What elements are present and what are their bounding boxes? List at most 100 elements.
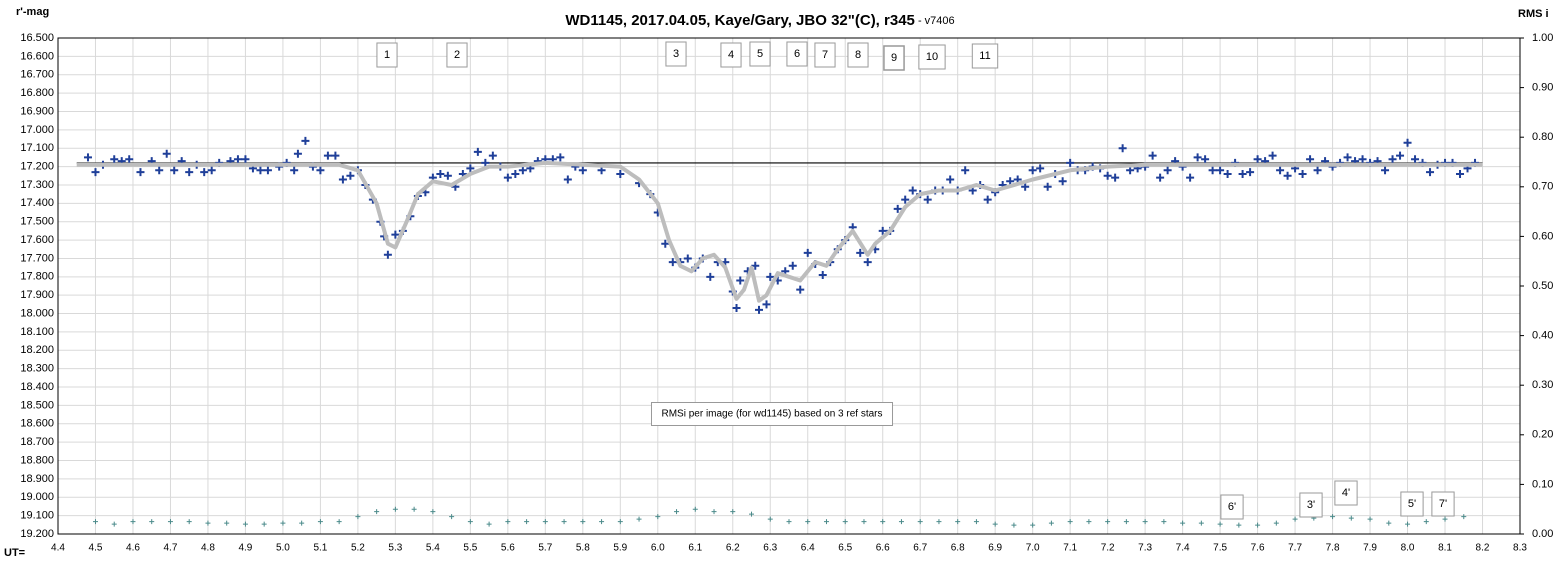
x-axis-label: UT= (4, 547, 25, 559)
data-point (355, 514, 361, 520)
x-tick-label: 5.5 (463, 543, 477, 554)
x-tick-label: 7.1 (1063, 543, 1077, 554)
x-tick-label: 4.4 (51, 543, 65, 554)
data-point (762, 300, 771, 309)
data-point (336, 519, 342, 525)
data-point (256, 166, 265, 175)
data-point (706, 272, 715, 281)
annotation-box (1299, 492, 1323, 518)
y-tick-label: 17.600 (20, 234, 54, 246)
x-tick-label: 5.7 (538, 543, 552, 554)
data-point (730, 509, 736, 515)
data-point (323, 151, 332, 160)
annotation: 1 (376, 42, 398, 68)
data-point (1343, 153, 1352, 162)
data-point (1348, 515, 1354, 521)
x-tick-label: 5.0 (276, 543, 290, 554)
x-tick-label: 6.5 (838, 543, 852, 554)
data-point (1292, 516, 1298, 522)
y2-tick-label: 0.40 (1532, 330, 1553, 342)
data-point (766, 272, 775, 281)
annotation-text: 3 (673, 48, 679, 60)
data-point (91, 168, 100, 177)
data-point (338, 175, 347, 184)
annotation-text: 5 (757, 48, 763, 60)
data-point (1086, 519, 1092, 525)
data-point (856, 248, 865, 257)
data-point (1011, 522, 1017, 528)
y-tick-label: 17.900 (20, 289, 54, 301)
annotation-text: 6 (794, 48, 800, 60)
annotation-text: 4 (728, 49, 734, 61)
data-point (1163, 166, 1172, 175)
data-point (893, 204, 902, 213)
y2-tick-label: 0.70 (1532, 181, 1553, 193)
y-tick-label: 18.500 (20, 399, 54, 411)
data-point (1456, 169, 1465, 178)
data-point (1403, 138, 1412, 147)
data-point (346, 171, 355, 180)
annotation-box (847, 42, 869, 68)
plot-frame (57, 37, 1521, 535)
data-point (473, 147, 482, 156)
annotation-box (1220, 494, 1244, 520)
data-point (751, 261, 760, 270)
data-point (992, 521, 998, 527)
x-tick-label: 4.5 (89, 543, 103, 554)
x-tick-label: 4.9 (238, 543, 252, 554)
annotation-text: 6' (1228, 501, 1236, 513)
data-point (805, 519, 811, 525)
data-point (803, 248, 812, 257)
y-tick-label: 17.700 (20, 252, 54, 264)
y-tick-label: 17.800 (20, 271, 54, 283)
data-point (878, 226, 887, 235)
x-tick-label: 4.6 (126, 543, 140, 554)
x-tick-label: 5.1 (313, 543, 327, 554)
x-tick-label: 7.4 (1176, 543, 1190, 554)
annotation-box (1431, 491, 1455, 517)
data-point (233, 155, 242, 164)
data-point (1028, 166, 1037, 175)
data-point (466, 164, 475, 173)
data-point (732, 304, 741, 313)
y-tick-label: 19.100 (20, 510, 54, 522)
data-point (788, 261, 797, 270)
data-point (1255, 522, 1261, 528)
data-point (1216, 166, 1225, 175)
data-point (1006, 177, 1015, 186)
data-point (668, 258, 677, 267)
data-point (736, 276, 745, 285)
y-tick-label: 18.400 (20, 381, 54, 393)
data-point (1461, 514, 1467, 520)
x-tick-label: 5.8 (576, 543, 590, 554)
data-point (391, 230, 400, 239)
data-point (1148, 151, 1157, 160)
y-tick-label: 18.200 (20, 344, 54, 356)
data-point (488, 151, 497, 160)
data-point (167, 519, 173, 525)
chart-title: WD1145, 2017.04.05, Kaye/Gary, JBO 32"(C… (565, 12, 954, 29)
data-point (863, 258, 872, 267)
data-point (1313, 166, 1322, 175)
data-point (578, 166, 587, 175)
y-tick-label: 16.500 (20, 32, 54, 44)
annotation-text: 2 (454, 49, 460, 61)
y-tick-label: 18.600 (20, 418, 54, 430)
y-tick-label: 17.200 (20, 160, 54, 172)
data-point (1386, 520, 1392, 526)
data-point (486, 521, 492, 527)
data-point (524, 519, 530, 525)
x-tick-label: 7.8 (1326, 543, 1340, 554)
data-point (1367, 516, 1373, 522)
data-point (293, 149, 302, 158)
data-point (661, 239, 670, 248)
data-point (411, 506, 417, 512)
x-tick-label: 6.4 (801, 543, 815, 554)
annotation-box (665, 41, 687, 67)
y2-tick-label: 1.00 (1532, 32, 1553, 44)
data-point (616, 169, 625, 178)
annotation: 5' (1400, 491, 1424, 517)
data-point (290, 166, 299, 175)
data-point (1208, 166, 1217, 175)
data-point (1126, 166, 1135, 175)
